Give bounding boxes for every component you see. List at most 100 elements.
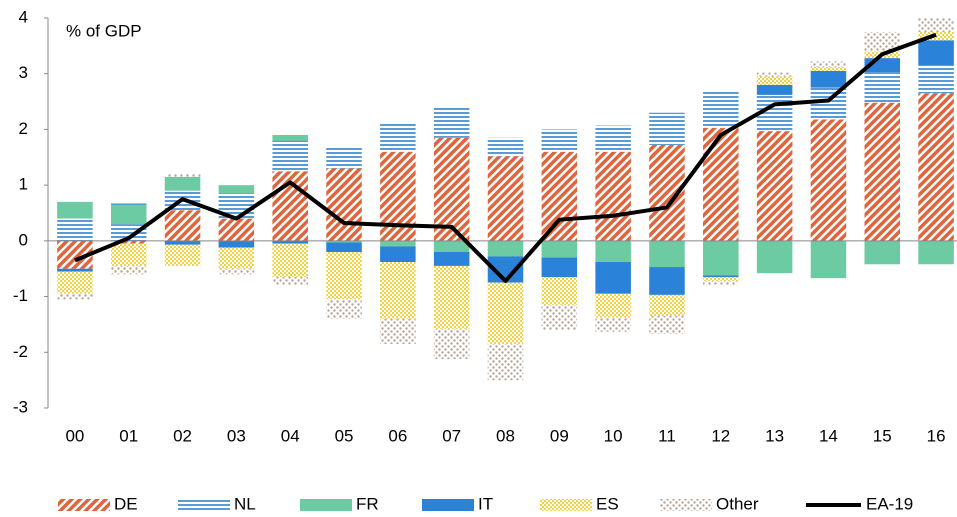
bar xyxy=(810,240,847,279)
bar xyxy=(864,240,901,265)
bar xyxy=(756,76,793,85)
x-tick-label: 06 xyxy=(388,426,407,445)
x-tick-label: 01 xyxy=(119,426,138,445)
bar xyxy=(164,244,201,266)
bar xyxy=(703,280,739,286)
bar xyxy=(649,240,685,268)
bar xyxy=(164,176,201,191)
bar xyxy=(380,123,416,152)
bar xyxy=(110,224,147,241)
bar xyxy=(703,240,739,276)
bar xyxy=(272,140,308,172)
bar xyxy=(433,265,470,329)
x-tick-label: 03 xyxy=(227,426,246,445)
bar xyxy=(433,107,470,138)
bar xyxy=(326,299,362,319)
bar xyxy=(541,240,578,258)
bar xyxy=(487,282,524,344)
y-tick-label: -1 xyxy=(13,286,28,305)
bar xyxy=(57,218,93,241)
bar xyxy=(110,204,147,225)
bar xyxy=(218,268,255,275)
x-tick-label: 11 xyxy=(658,426,676,445)
bar xyxy=(595,293,631,318)
legend-label: NL xyxy=(234,494,256,513)
bar xyxy=(541,129,578,152)
bar xyxy=(918,93,954,241)
bar xyxy=(595,262,631,294)
bar xyxy=(864,31,901,52)
legend-swatch xyxy=(178,499,230,511)
bar xyxy=(380,246,416,263)
bar xyxy=(595,240,631,263)
bar xyxy=(756,131,793,241)
bar xyxy=(57,268,93,272)
bar xyxy=(326,242,362,252)
x-tick-label: 16 xyxy=(927,426,946,445)
bar xyxy=(541,277,578,305)
x-tick-label: 14 xyxy=(819,426,838,445)
bar xyxy=(810,61,847,68)
bar xyxy=(487,343,524,381)
y-tick-label: 1 xyxy=(19,175,28,194)
line xyxy=(74,32,937,283)
bar xyxy=(487,240,524,257)
bar xyxy=(57,271,93,294)
x-tick-label: 12 xyxy=(711,426,730,445)
bar xyxy=(756,84,793,95)
y-tick-label: 0 xyxy=(19,230,28,249)
bar xyxy=(433,252,470,266)
x-tick-label: 07 xyxy=(442,426,461,445)
bar xyxy=(918,40,954,66)
bar xyxy=(918,18,954,32)
bar xyxy=(756,240,793,274)
x-tick-label: 09 xyxy=(550,426,569,445)
x-tick-label: 00 xyxy=(65,426,84,445)
bar xyxy=(164,174,201,177)
bar xyxy=(649,112,685,146)
legend-swatch xyxy=(660,499,712,511)
legend-swatch xyxy=(300,499,352,511)
bar xyxy=(272,135,308,141)
y-tick-label: 4 xyxy=(19,7,28,26)
x-tick-label: 13 xyxy=(765,426,784,445)
legend-label: DE xyxy=(114,494,138,513)
bar xyxy=(649,294,685,317)
bar xyxy=(703,275,739,278)
legend-swatch xyxy=(58,499,110,511)
bar xyxy=(380,318,416,344)
bar xyxy=(164,240,201,245)
legend-label: Other xyxy=(716,494,759,513)
bar xyxy=(864,102,901,241)
bar xyxy=(703,91,739,128)
x-tick-label: 05 xyxy=(335,426,354,445)
bar xyxy=(918,65,954,94)
x-tick-label: 02 xyxy=(173,426,192,445)
bar xyxy=(595,125,631,152)
y-axis-label: % of GDP xyxy=(66,21,142,40)
bar xyxy=(110,240,147,244)
bar xyxy=(272,240,308,244)
bar xyxy=(487,137,524,157)
bar xyxy=(433,328,470,359)
legend-swatch xyxy=(422,499,474,511)
bar xyxy=(218,240,255,248)
bar xyxy=(703,127,739,241)
bar xyxy=(810,70,847,88)
bar xyxy=(810,67,847,71)
bar xyxy=(57,201,93,219)
x-tick-label: 04 xyxy=(281,426,300,445)
x-tick-label: 10 xyxy=(604,426,623,445)
bar xyxy=(541,151,578,241)
bar xyxy=(110,243,147,266)
bar xyxy=(810,119,847,241)
legend-label: IT xyxy=(478,494,493,513)
x-tick-label: 08 xyxy=(496,426,515,445)
bar xyxy=(433,240,470,252)
bar xyxy=(326,146,362,169)
bar xyxy=(649,267,685,295)
bar xyxy=(918,240,954,265)
bar xyxy=(218,185,255,194)
bar xyxy=(541,257,578,278)
